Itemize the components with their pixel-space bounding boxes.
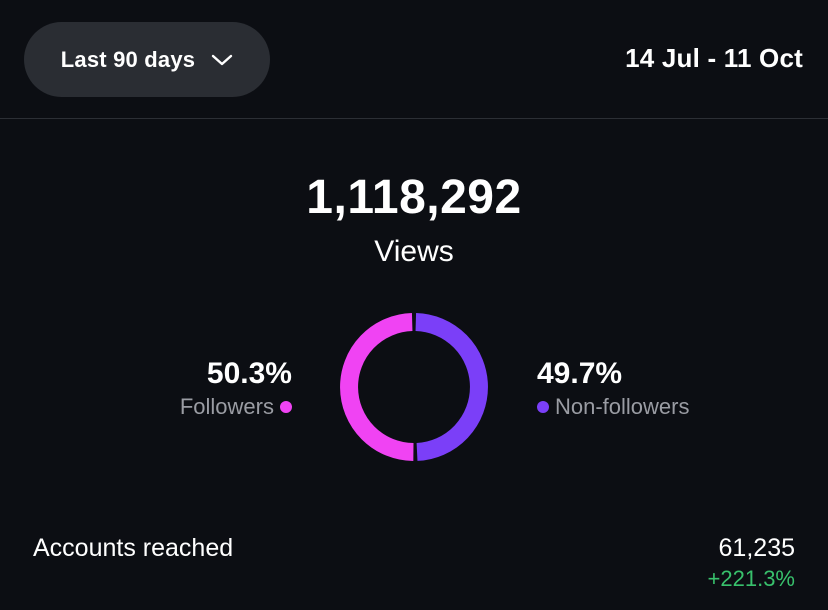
date-range-selector-label: Last 90 days [60, 46, 196, 72]
non-followers-stat: 49.7% Non-followers [537, 356, 690, 422]
accounts-reached-label: Accounts reached [33, 534, 234, 562]
followers-percent: 50.3% [206, 357, 292, 390]
chevron-down-icon [211, 53, 233, 67]
non-followers-legend: Non-followers [537, 392, 690, 422]
header-divider [0, 118, 828, 119]
non-followers-arc [415, 313, 488, 461]
accounts-reached-value: 61,235 [718, 534, 795, 562]
total-views-value: 1,118,292 [306, 171, 522, 224]
non-followers-percent: 49.7% [537, 357, 623, 390]
non-followers-dot [537, 401, 549, 413]
date-range-selector[interactable]: Last 90 days [24, 22, 270, 97]
date-range-text: 14 Jul - 11 Oct [625, 43, 803, 73]
views-label: Views [374, 235, 454, 268]
views-donut-chart [340, 313, 488, 461]
non-followers-label: Non-followers [555, 394, 690, 419]
followers-dot [280, 401, 292, 413]
followers-arc [340, 313, 414, 461]
followers-label: Followers [179, 394, 274, 419]
followers-stat: 50.3% Followers [180, 356, 292, 422]
header: Last 90 days 14 Jul - 11 Oct [0, 0, 828, 119]
accounts-reached-change: +221.3% [707, 566, 795, 591]
followers-legend: Followers [180, 392, 292, 422]
accounts-reached-row[interactable]: Accounts reached 61,235 +221.3% [0, 530, 828, 600]
